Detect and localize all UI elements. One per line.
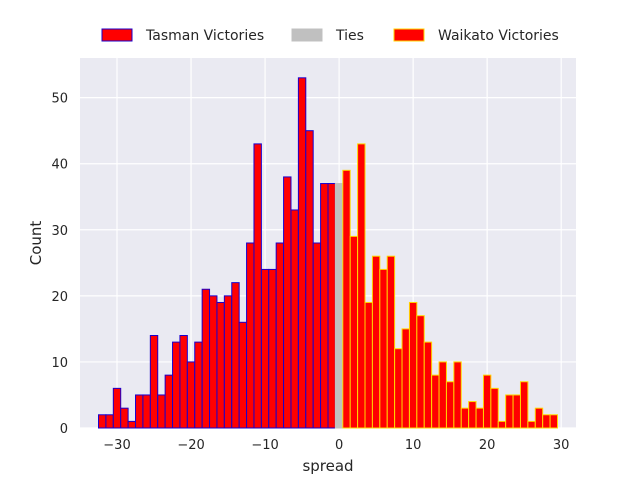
bar-tasman xyxy=(186,361,196,429)
legend-label: Tasman Victories xyxy=(145,28,264,44)
bar-tasman xyxy=(312,242,322,429)
y-axis-label: Count xyxy=(27,221,45,266)
y-tick-label: 50 xyxy=(51,92,68,107)
bar-tasman xyxy=(164,374,174,429)
legend-swatch xyxy=(291,28,323,42)
bars-layer xyxy=(98,77,558,429)
bar-tasman xyxy=(142,394,151,429)
bar-tasman xyxy=(305,130,314,429)
bar-waikato xyxy=(401,328,410,429)
bar-waikato xyxy=(342,169,351,429)
bar-waikato xyxy=(408,301,418,429)
bar-waikato xyxy=(371,255,381,429)
bar-tasman xyxy=(253,143,262,429)
y-tick-label: 20 xyxy=(51,290,68,305)
bar-waikato xyxy=(364,301,373,429)
bar-waikato xyxy=(512,394,521,429)
bar-waikato xyxy=(534,407,544,429)
bar-tasman xyxy=(194,341,203,429)
bar-tasman xyxy=(112,387,122,429)
bar-waikato xyxy=(527,420,536,429)
bar-waikato xyxy=(379,268,388,429)
bar-waikato xyxy=(445,381,455,429)
bar-waikato xyxy=(542,414,551,429)
bar-waikato xyxy=(490,387,499,429)
legend: Tasman Victories Ties Waikato Victories xyxy=(101,28,559,44)
legend-label: Waikato Victories xyxy=(438,28,559,44)
bar-tasman xyxy=(268,268,277,429)
bar-tasman xyxy=(290,209,299,429)
legend-label: Ties xyxy=(335,28,364,44)
x-tick-label: −10 xyxy=(251,438,278,453)
bar-tasman xyxy=(105,414,114,429)
bar-waikato xyxy=(357,143,366,429)
bar-waikato xyxy=(519,381,529,429)
bar-waikato xyxy=(423,341,433,429)
bar-tasman xyxy=(223,295,233,429)
y-tick-label: 30 xyxy=(51,224,68,239)
y-axis-ticks: 0 10 20 30 40 50 xyxy=(51,92,68,437)
bar-tasman xyxy=(327,183,336,429)
x-tick-label: −20 xyxy=(177,438,204,453)
x-tick-label: 30 xyxy=(553,438,570,453)
bar-waikato xyxy=(505,394,514,429)
bar-tasman xyxy=(238,321,248,429)
bar-tasman xyxy=(297,77,307,429)
bar-waikato xyxy=(468,401,477,429)
bar-waikato xyxy=(431,374,440,429)
bar-waikato xyxy=(482,374,492,429)
x-tick-label: 10 xyxy=(405,438,422,453)
bar-ties xyxy=(334,183,344,429)
bar-tasman xyxy=(120,407,129,429)
bar-waikato xyxy=(386,255,396,429)
bar-tasman xyxy=(209,295,218,429)
bar-tasman xyxy=(201,288,211,429)
bar-tasman xyxy=(231,282,240,429)
bar-waikato xyxy=(497,420,507,429)
bar-tasman xyxy=(216,301,225,429)
legend-swatch xyxy=(101,28,133,42)
bar-tasman xyxy=(149,335,159,429)
bar-waikato xyxy=(549,414,558,429)
bar-waikato xyxy=(438,361,447,429)
y-tick-label: 10 xyxy=(51,356,68,371)
bar-tasman xyxy=(135,394,144,429)
x-tick-label: −30 xyxy=(103,438,130,453)
bar-tasman xyxy=(98,414,107,429)
x-axis-ticks: −30 −20 −10 0 10 20 30 xyxy=(103,438,569,453)
bar-waikato xyxy=(453,361,462,429)
bar-tasman xyxy=(127,420,137,429)
bar-waikato xyxy=(394,348,403,429)
bar-tasman xyxy=(246,242,255,429)
bar-tasman xyxy=(179,335,188,429)
y-tick-label: 40 xyxy=(51,158,68,173)
bar-waikato xyxy=(416,315,425,429)
bar-tasman xyxy=(275,242,285,429)
bar-tasman xyxy=(172,341,181,429)
bar-waikato xyxy=(475,407,484,429)
legend-swatch xyxy=(393,28,425,42)
bar-waikato xyxy=(460,407,470,429)
bar-tasman xyxy=(260,268,270,429)
bar-tasman xyxy=(283,176,292,429)
bar-tasman xyxy=(157,394,166,429)
bar-tasman xyxy=(320,183,329,429)
y-tick-label: 0 xyxy=(60,422,68,437)
x-axis-label: spread xyxy=(302,457,353,475)
x-tick-label: 20 xyxy=(479,438,496,453)
x-tick-label: 0 xyxy=(335,438,343,453)
bar-waikato xyxy=(349,235,359,429)
